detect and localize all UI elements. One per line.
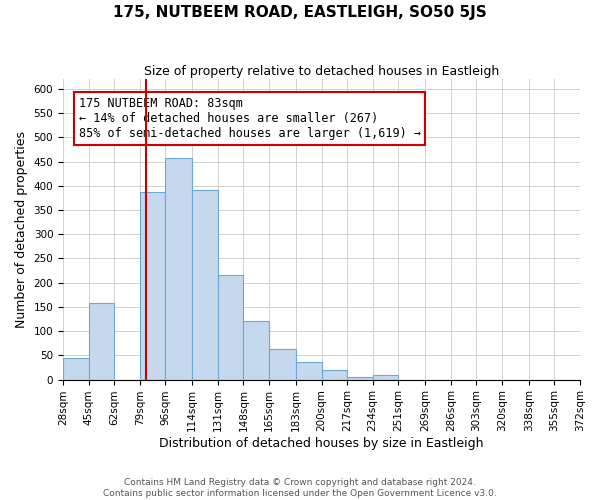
Bar <box>218 276 244 380</box>
Bar <box>373 375 398 380</box>
Text: 175, NUTBEEM ROAD, EASTLEIGH, SO50 5JS: 175, NUTBEEM ROAD, EASTLEIGH, SO50 5JS <box>113 5 487 20</box>
Bar <box>165 158 192 380</box>
Bar <box>89 303 114 380</box>
Bar <box>63 358 89 380</box>
Text: Contains HM Land Registry data © Crown copyright and database right 2024.
Contai: Contains HM Land Registry data © Crown c… <box>103 478 497 498</box>
Bar <box>140 192 165 380</box>
X-axis label: Distribution of detached houses by size in Eastleigh: Distribution of detached houses by size … <box>159 437 484 450</box>
Bar <box>192 190 218 380</box>
Bar <box>347 376 373 380</box>
Bar <box>244 322 269 380</box>
Y-axis label: Number of detached properties: Number of detached properties <box>15 131 28 328</box>
Title: Size of property relative to detached houses in Eastleigh: Size of property relative to detached ho… <box>144 65 499 78</box>
Text: 175 NUTBEEM ROAD: 83sqm
← 14% of detached houses are smaller (267)
85% of semi-d: 175 NUTBEEM ROAD: 83sqm ← 14% of detache… <box>79 97 421 140</box>
Bar <box>269 349 296 380</box>
Bar <box>296 362 322 380</box>
Bar <box>322 370 347 380</box>
